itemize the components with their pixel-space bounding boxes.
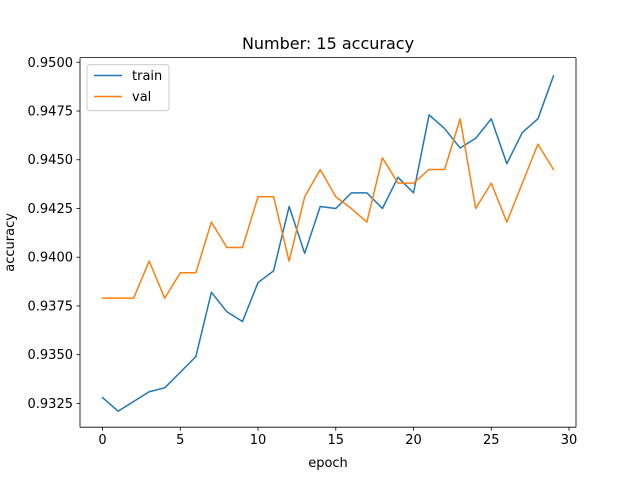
series-line-val [101,118,555,299]
x-tick-label: 15 [328,433,345,448]
x-axis-label: epoch [308,456,348,471]
series-line-train [101,74,555,412]
y-axis-label: accuracy [3,213,18,272]
y-tick-label: 0.9400 [28,251,74,266]
x-tick-label: 30 [561,433,578,448]
y-tick-label: 0.9450 [28,153,74,168]
legend-label-val: val [132,90,151,105]
y-axis: 0.9325 0.9350 0.9375 0.9400 0.9425 0.9450 0.94… [28,56,80,412]
axes-frame [80,57,576,428]
x-tick-label: 20 [405,433,422,448]
x-tick-label: 10 [250,433,267,448]
axes-spines [79,57,577,428]
y-tick-label: 0.9350 [28,348,74,363]
legend: train val [86,64,170,112]
chart-title: Number: 15 accuracy [242,34,414,53]
legend-label-train: train [132,69,162,84]
y-tick-label: 0.9475 [28,105,74,120]
plot-area [79,57,577,428]
y-tick-label: 0.9500 [28,56,74,71]
x-tick-label: 25 [483,433,500,448]
x-tick-label: 0 [98,433,106,448]
y-tick-label: 0.9325 [28,397,74,412]
x-tick-label: 5 [176,433,184,448]
y-tick-label: 0.9425 [28,202,74,217]
y-tick-label: 0.9375 [28,299,74,314]
series-layer [101,74,555,412]
x-axis: 0 5 10 15 20 25 30 [98,427,577,448]
